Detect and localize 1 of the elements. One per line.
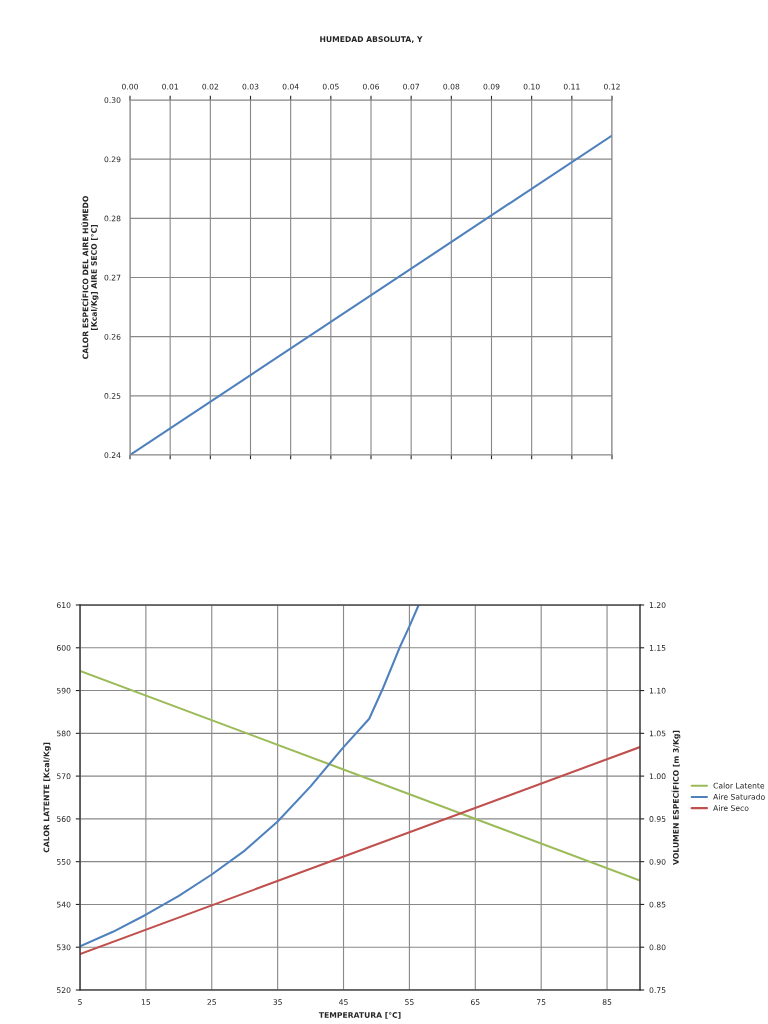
line-series — [80, 605, 420, 948]
